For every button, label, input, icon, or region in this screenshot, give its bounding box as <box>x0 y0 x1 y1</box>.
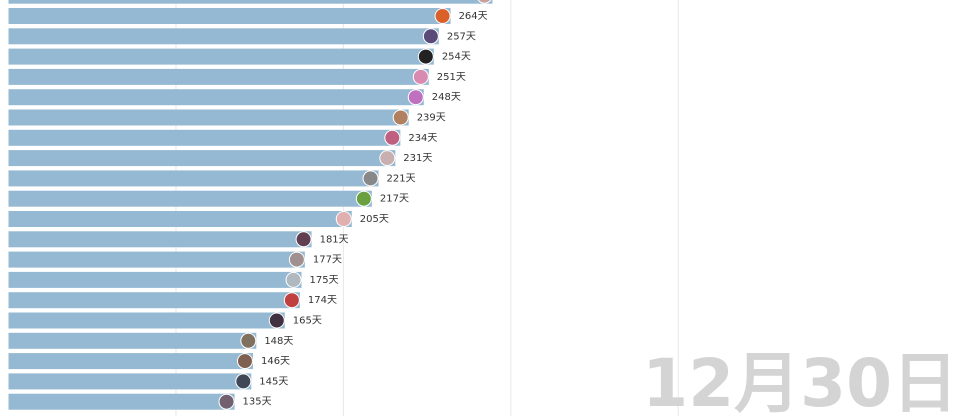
value-label: 264天 <box>459 11 488 22</box>
bar <box>8 89 424 106</box>
bar-icon <box>362 170 379 187</box>
bar <box>8 312 285 329</box>
bar-icon <box>268 312 285 329</box>
bar <box>8 68 429 85</box>
value-label: 145天 <box>259 376 288 387</box>
bar <box>8 170 379 187</box>
value-label: 239天 <box>417 113 446 124</box>
bar <box>8 150 396 167</box>
bar-icon <box>434 8 451 24</box>
date-annotation: 12月30日 <box>642 345 958 416</box>
bar-icon <box>240 332 257 349</box>
bar <box>8 393 235 410</box>
bar-icon <box>283 292 300 309</box>
value-label: 205天 <box>360 214 389 225</box>
bar-icon <box>379 150 396 167</box>
bar <box>8 48 434 65</box>
value-label: 251天 <box>437 72 466 83</box>
bar <box>8 8 451 24</box>
value-label: 234天 <box>408 133 437 144</box>
value-label: 217天 <box>380 194 409 205</box>
value-label: 165天 <box>293 316 322 327</box>
bar-icon <box>422 28 439 45</box>
value-label: 257天 <box>447 31 476 42</box>
value-label: 148天 <box>264 336 293 347</box>
bar <box>8 271 302 288</box>
bar <box>8 28 439 45</box>
value-label: 231天 <box>403 153 432 164</box>
bar <box>8 211 352 227</box>
bar-icon <box>384 129 401 146</box>
bar <box>8 0 493 4</box>
bar <box>8 109 409 126</box>
value-label: 146天 <box>261 356 290 367</box>
value-label: 254天 <box>442 52 471 63</box>
value-label: 135天 <box>243 397 272 408</box>
bar-icon <box>392 109 409 126</box>
bar-icon <box>288 251 305 268</box>
bar <box>8 332 257 349</box>
value-label: 181天 <box>320 234 349 245</box>
bar-icon <box>355 190 372 207</box>
bar <box>8 231 312 248</box>
bar-icon <box>407 89 424 106</box>
bar-icon <box>295 231 312 248</box>
bar-icon <box>335 211 352 227</box>
value-label: 174天 <box>308 295 337 306</box>
bar <box>8 251 305 268</box>
value-label: 175天 <box>310 275 339 286</box>
bar <box>8 373 252 390</box>
bar-icon <box>412 68 429 85</box>
bar-icon <box>477 0 492 4</box>
bar <box>8 353 253 370</box>
bar-icon <box>235 373 252 390</box>
bar <box>8 129 401 146</box>
bar-icon <box>417 48 434 65</box>
bar-icon <box>218 393 235 410</box>
bar <box>8 292 300 309</box>
bar-icon <box>236 353 253 370</box>
value-label: 221天 <box>387 173 416 184</box>
value-label: 248天 <box>432 92 461 103</box>
bar-icon <box>285 271 302 288</box>
bar <box>8 190 372 207</box>
value-label: 177天 <box>313 255 342 266</box>
